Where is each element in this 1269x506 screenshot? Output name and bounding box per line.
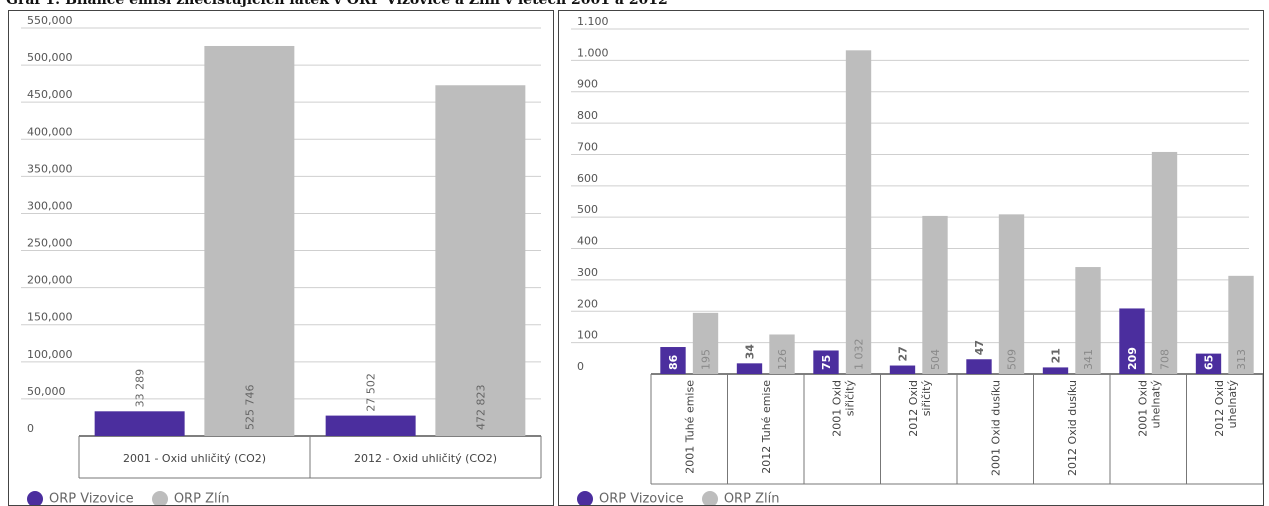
legend-item-vizovice[interactable]: ORP Vizovice [27, 491, 134, 506]
legend-label-vizovice: ORP Vizovice [49, 491, 134, 506]
legend: ORP Vizovice ORP Zlín [27, 491, 243, 506]
value-label: 33 289 [134, 369, 147, 408]
bar-zlin [1151, 151, 1178, 374]
y-tick-label: 500,000 [27, 51, 73, 64]
bar-zlin [1228, 275, 1254, 374]
value-label: 504 [929, 349, 942, 370]
category-label: 2001 Oxid [830, 380, 843, 437]
value-label: 509 [1006, 349, 1019, 370]
value-label: 21 [1049, 348, 1062, 363]
value-label: 47 [973, 340, 986, 355]
y-tick-label: 100,000 [27, 348, 73, 361]
value-label: 27 502 [365, 373, 378, 412]
value-label: 126 [776, 349, 789, 370]
value-label: 195 [700, 349, 713, 370]
y-tick-label: 300 [577, 266, 598, 279]
category-label: uhelnatý [1226, 380, 1239, 429]
co2-bar-chart: 0 50,000 100,000 150,000 200,000 250,000 300,0… [21, 14, 542, 479]
bar-zlin [845, 50, 872, 375]
legend-label-vizovice: ORP Vizovice [599, 491, 684, 506]
bar-vizovice [94, 411, 185, 436]
bar-zlin [204, 45, 295, 436]
y-tick-label: 250,000 [27, 237, 73, 250]
category-label: 2012 - Oxid uhličitý (CO2) [354, 452, 497, 465]
bar-zlin [769, 334, 795, 374]
category-label: siřičitý [843, 380, 856, 417]
y-tick-label: 200 [577, 297, 598, 310]
y-tick-label: 100 [577, 329, 598, 342]
legend-label-zlin: ORP Zlín [723, 491, 780, 506]
y-tick-label: 450,000 [27, 88, 73, 101]
value-label: 65 [1202, 355, 1215, 370]
y-tick-label: 700 [577, 140, 598, 153]
value-label: 34 [743, 344, 756, 360]
value-label: 209 [1126, 347, 1139, 370]
y-tick-label: 1.000 [577, 46, 609, 59]
chart-heading: Graf 1: Bilance emisí znečišťujících lát… [6, 0, 668, 8]
category-label: 2001 Oxid dusíku [989, 380, 1002, 476]
y-tick-label: 300,000 [27, 199, 73, 212]
value-label: 75 [820, 355, 833, 370]
legend-swatch-zlin [151, 491, 168, 505]
category-label: 2012 Oxid dusíku [1066, 380, 1079, 476]
category-label: 2001 - Oxid uhličitý (CO2) [123, 452, 266, 465]
y-tick-label: 50,000 [27, 385, 66, 398]
bar-zlin [692, 312, 719, 374]
legend-swatch-vizovice [27, 491, 43, 505]
bar-zlin [1075, 267, 1101, 374]
category-label: 2012 Oxid [1213, 380, 1226, 437]
y-tick-label: 1.100 [577, 15, 609, 28]
y-tick-label: 400,000 [27, 125, 73, 138]
y-tick-label: 0 [27, 422, 34, 435]
value-label: 86 [667, 354, 680, 370]
value-label: 472 823 [474, 385, 487, 431]
bar-vizovice [889, 365, 916, 374]
bar-zlin [922, 215, 948, 374]
y-tick-label: 900 [577, 78, 598, 91]
y-tick-label: 550,000 [27, 14, 73, 27]
legend-label-zlin: ORP Zlín [173, 491, 230, 506]
y-tick-label: 0 [577, 360, 584, 373]
legend-item-zlin[interactable]: ORP Zlín [151, 491, 230, 506]
value-label: 27 [896, 346, 909, 361]
bar-vizovice [813, 350, 839, 374]
bar-vizovice [1042, 367, 1069, 374]
legend-item-vizovice[interactable]: ORP Vizovice [577, 491, 684, 506]
value-label: 341 [1082, 349, 1095, 370]
y-tick-label: 800 [577, 109, 598, 122]
bar-vizovice [966, 359, 992, 374]
bar-vizovice [736, 363, 763, 374]
bar-zlin [998, 214, 1025, 374]
value-label: 313 [1235, 349, 1248, 370]
legend: ORP Vizovice ORP Zlín [577, 491, 793, 506]
category-label: siřičitý [920, 380, 933, 417]
bar-zlin [435, 85, 526, 436]
category-label: uhelnatý [1149, 380, 1162, 429]
pollutants-bar-chart: 0 100 200 300 400 500 600 700 800 900 1.000 1.100 20… [571, 15, 1263, 485]
y-tick-label: 150,000 [27, 311, 73, 324]
category-label: 2012 Tuhé emise [760, 380, 773, 474]
y-tick-label: 350,000 [27, 162, 73, 175]
y-tick-label: 600 [577, 172, 598, 185]
bar-vizovice [660, 347, 686, 374]
legend-swatch-vizovice [577, 491, 593, 505]
value-label: 525 746 [243, 385, 256, 431]
bar-vizovice [1119, 308, 1145, 374]
bar-vizovice [325, 415, 416, 436]
y-tick-label: 200,000 [27, 274, 73, 287]
y-tick-label: 500 [577, 203, 598, 216]
value-label: 1 032 [853, 339, 866, 371]
value-label: 708 [1159, 349, 1172, 370]
legend-item-zlin[interactable]: ORP Zlín [701, 491, 780, 506]
category-label: 2001 Oxid [1136, 380, 1149, 437]
co2-chart-panel: 0 50,000 100,000 150,000 200,000 250,000 300,0… [8, 10, 554, 506]
y-tick-label: 400 [577, 235, 598, 248]
pollutants-chart-panel: 0 100 200 300 400 500 600 700 800 900 1.000 1.100 20… [558, 10, 1264, 506]
bar-vizovice [1195, 353, 1222, 374]
category-label: 2001 Tuhé emise [683, 380, 696, 474]
category-label: 2012 Oxid [907, 380, 920, 437]
legend-swatch-zlin [701, 491, 718, 505]
